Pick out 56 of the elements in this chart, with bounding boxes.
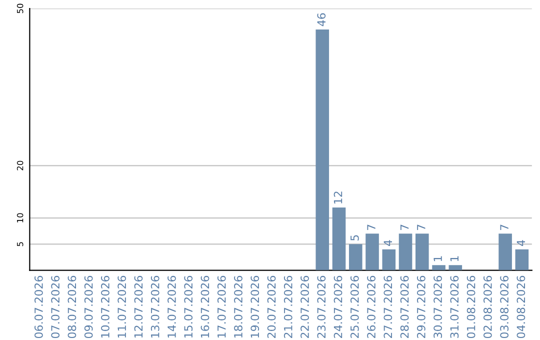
- x-tick-label: 04.08.2026: [516, 276, 526, 338]
- x-tick-label: 29.07.2026: [416, 276, 426, 338]
- data-label: 1: [434, 256, 442, 262]
- data-label: 7: [367, 224, 376, 230]
- data-label: 4: [516, 240, 525, 246]
- x-tick-label: 27.07.2026: [384, 276, 392, 338]
- bar: [316, 29, 330, 270]
- y-tick-label: 5: [17, 242, 24, 246]
- x-tick-label: 26.07.2026: [367, 276, 376, 338]
- bar: [515, 249, 529, 270]
- bar: [348, 244, 362, 270]
- x-tick-label: 14.07.2026: [168, 276, 176, 338]
- x-tick-label: 18.07.2026: [234, 276, 242, 338]
- bar: [432, 265, 446, 270]
- x-tick-label: 09.07.2026: [84, 276, 93, 338]
- x-tick-label: 01.08.2026: [466, 276, 476, 338]
- y-tick-label: 50: [16, 4, 24, 14]
- x-tick-label: 31.07.2026: [450, 276, 459, 338]
- x-tick-label: 12.07.2026: [134, 276, 143, 338]
- x-tick-label: 23.07.2026: [317, 276, 326, 338]
- x-tick-label: 24.07.2026: [334, 276, 342, 338]
- x-tick-label: 20.07.2026: [267, 276, 276, 338]
- x-tick-label: 15.07.2026: [184, 276, 193, 338]
- data-label: 46: [317, 13, 326, 26]
- x-tick-label: 22.07.2026: [300, 276, 309, 338]
- data-label: 7: [400, 224, 409, 230]
- y-tick-label: 20: [16, 160, 24, 170]
- data-label: 5: [350, 235, 359, 240]
- x-tick-label: 16.07.2026: [200, 276, 210, 338]
- y-tick-label: 10: [16, 213, 24, 222]
- bar: [332, 207, 346, 270]
- x-tick-label: 03.08.2026: [500, 276, 509, 338]
- x-tick-label: 21.07.2026: [284, 276, 292, 338]
- data-label: 7: [417, 224, 426, 230]
- x-tick-label: 11.07.2026: [118, 276, 126, 338]
- x-tick-label: 28.07.2026: [400, 276, 409, 338]
- x-tick-label: 17.07.2026: [217, 276, 226, 338]
- x-tick-label: 13.07.2026: [150, 276, 160, 338]
- data-label: 4: [384, 240, 392, 246]
- x-tick-label: 19.07.2026: [250, 276, 260, 338]
- x-tick-label: 07.07.2026: [51, 276, 60, 338]
- x-tick-label: 25.07.2026: [350, 276, 359, 338]
- bar: [415, 234, 429, 270]
- bar: [448, 265, 462, 270]
- x-tick-label: 02.08.2026: [483, 276, 492, 338]
- data-label: 7: [500, 224, 508, 230]
- bar: [382, 249, 396, 270]
- x-tick-label: 08.07.2026: [68, 276, 76, 338]
- bar: [366, 234, 379, 270]
- x-tick-label: 30.07.2026: [434, 276, 442, 338]
- bar: [398, 234, 412, 270]
- x-tick-label: 10.07.2026: [101, 276, 110, 338]
- data-label: 1: [450, 256, 458, 262]
- data-label: 12: [334, 192, 342, 204]
- bar: [498, 234, 512, 270]
- x-tick-label: 06.07.2026: [34, 276, 43, 338]
